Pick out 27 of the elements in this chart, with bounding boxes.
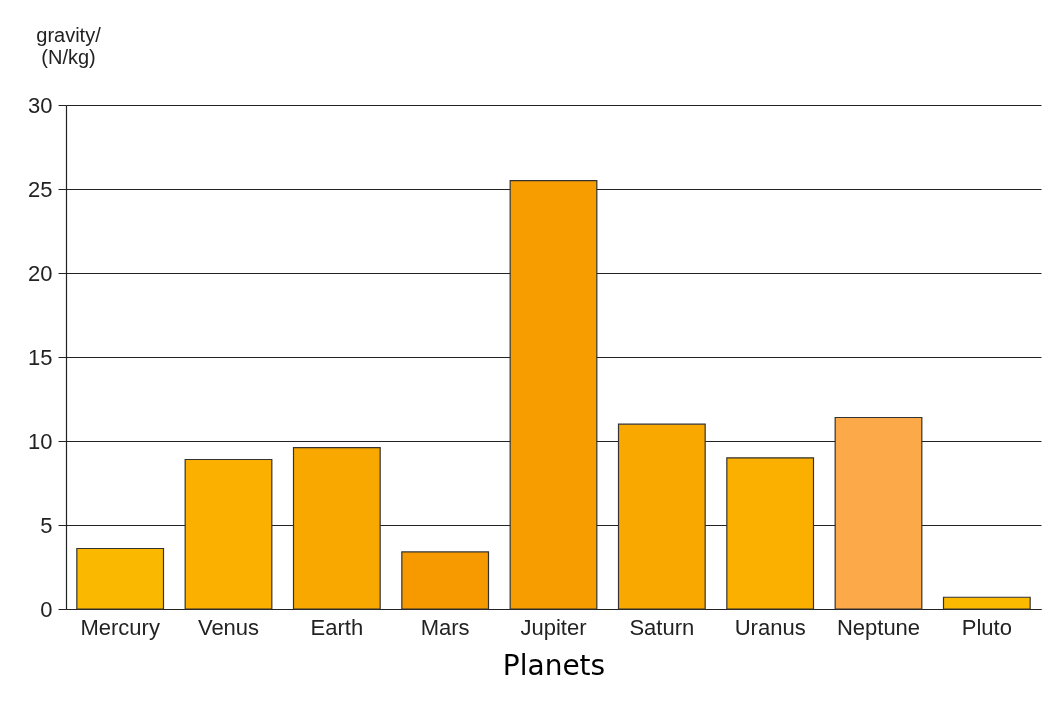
bar [76, 547, 165, 610]
x-tick-label: Pluto [961, 614, 1012, 640]
bar [509, 180, 598, 610]
x-tick-label: Mars [420, 614, 470, 640]
x-tick-label: Earth [310, 614, 364, 640]
bar [834, 416, 923, 610]
bar [292, 447, 381, 610]
y-tick-label: 30 [28, 92, 53, 118]
x-tick-label: Saturn [629, 614, 695, 640]
y-tick-label: 5 [40, 512, 53, 538]
bar [617, 423, 706, 610]
x-tick-label: Uranus [734, 614, 806, 640]
bar [942, 596, 1031, 610]
y-axis-title: gravity/ (N/kg) [36, 23, 102, 68]
x-tick-label: Venus [197, 614, 260, 640]
bar [401, 551, 490, 610]
y-tick-label: 0 [40, 596, 53, 622]
x-axis-title: Planets [502, 648, 606, 682]
x-tick-label: Mercury [80, 614, 160, 640]
y-tick-label: 15 [28, 344, 53, 370]
x-tick-label: Neptune [836, 614, 921, 640]
bar [184, 458, 273, 610]
y-tick-label: 20 [28, 260, 53, 286]
y-tick-label: 10 [28, 428, 53, 454]
bar [726, 457, 815, 610]
x-tick-label: Jupiter [520, 614, 587, 640]
y-tick-label: 25 [28, 176, 53, 202]
